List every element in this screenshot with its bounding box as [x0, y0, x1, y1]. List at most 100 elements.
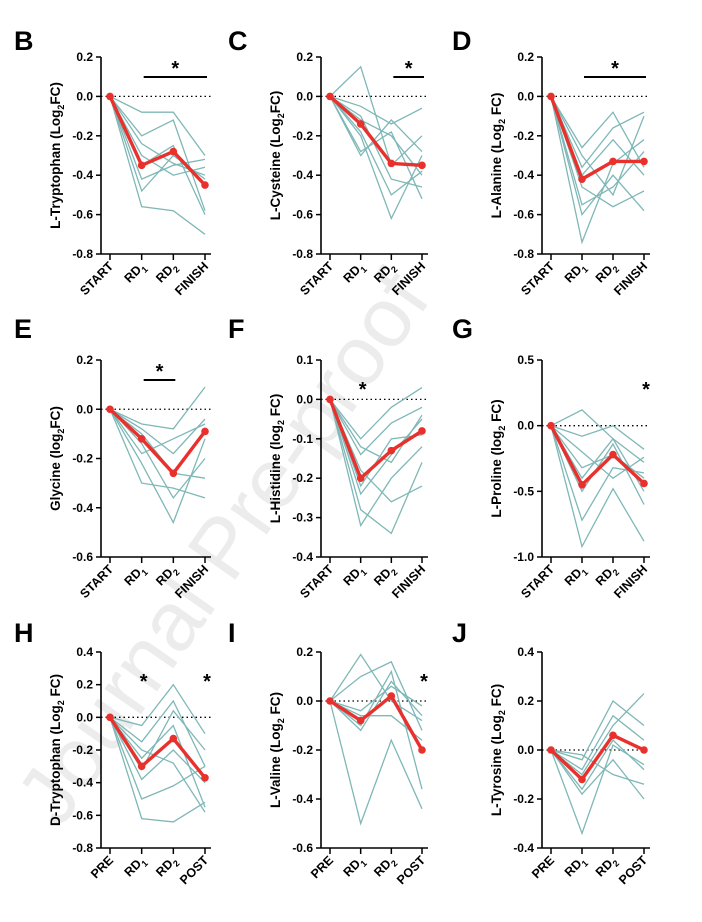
x-tick-label-main: POST — [394, 853, 428, 887]
y-axis-title: L-Valine (Log2 FC) — [268, 692, 286, 808]
mean-point — [137, 161, 146, 170]
y-axis-title-main: Glycine (log — [48, 434, 63, 511]
x-tick-label: RD1 — [341, 853, 369, 881]
individual-line — [550, 700, 645, 761]
y-axis-title-sub: 2 — [497, 426, 507, 431]
y-tick-label: -0.8 — [72, 247, 93, 261]
mean-line — [549, 424, 646, 487]
y-tick-label: -0.6 — [513, 208, 534, 222]
mean-point — [578, 480, 586, 489]
x-tick-label: POST — [177, 853, 211, 887]
individual-line — [329, 96, 423, 221]
x-tick-label: FINISH — [172, 259, 211, 298]
individual-line — [329, 95, 423, 125]
x-tick-label-main: POST — [616, 853, 650, 887]
panel-letter: C — [228, 26, 248, 56]
mean-point — [169, 147, 178, 156]
mean-point — [418, 427, 426, 435]
x-tick-label-sub: 2 — [611, 264, 622, 275]
y-axis-title-post: FC) — [489, 399, 504, 425]
x-tick-label-main: PRE — [88, 853, 116, 881]
panel-letter: J — [452, 618, 467, 648]
significance-star: * — [203, 671, 211, 693]
x-tick-label: START — [297, 259, 336, 298]
y-tick-label: 0.4 — [76, 645, 93, 659]
y-axis-title-post: FC) — [48, 82, 63, 105]
y-tick-label: -0.4 — [72, 776, 93, 790]
y-axis-title-main: L-Tryptophan (Log — [48, 110, 63, 229]
x-tick-label: RD1 — [562, 562, 590, 590]
y-axis-title-post: FC) — [48, 674, 63, 700]
individual-line — [550, 425, 645, 522]
y-tick-label: -0.4 — [292, 168, 313, 182]
mean-point — [578, 775, 586, 784]
mean-point — [418, 161, 426, 170]
panel-letter: B — [14, 26, 34, 56]
x-tick-label-sub: 2 — [171, 567, 182, 578]
mean-line — [549, 733, 645, 782]
individual-line — [109, 386, 206, 430]
individual-line — [109, 408, 206, 500]
mean-point — [201, 181, 209, 189]
y-tick-label: -0.2 — [513, 129, 534, 143]
panel-letter: F — [228, 314, 245, 344]
y-tick-label: -0.4 — [292, 792, 313, 806]
individual-line — [550, 425, 645, 479]
y-tick-label: -0.2 — [72, 452, 93, 466]
individual-line — [329, 399, 423, 456]
mean-point — [106, 92, 114, 101]
y-axis-title-sub: 2 — [56, 105, 66, 110]
y-axis-title: L-Proline (log2 FC) — [489, 399, 507, 517]
x-tick-label: START — [297, 562, 336, 601]
y-tick-label: -0.6 — [72, 208, 93, 222]
mean-line — [328, 95, 423, 167]
panel-d: D0.20.0-0.2-0.4-0.6-0.8L-Alanine (Log2 F… — [452, 26, 650, 298]
mean-point — [106, 713, 114, 722]
y-tick-label: 0.0 — [296, 392, 313, 406]
mean-point — [356, 120, 365, 128]
y-tick-label: 0.0 — [296, 694, 313, 708]
mean-point — [169, 734, 178, 743]
y-tick-label: 0.2 — [517, 694, 534, 708]
x-tick-label: POST — [394, 853, 428, 887]
mean-point — [609, 731, 617, 740]
individual-line — [550, 714, 645, 771]
panel-b: B 0.2 0.0 -0.2 -0.4 -0.6 -0.8 L-Tryptophan (Log… — [14, 26, 211, 298]
x-tick-label: RD1 — [562, 259, 590, 287]
panel-letter: D — [452, 26, 472, 56]
x-tick-label-main: START — [77, 259, 116, 298]
x-tick-label: RD1 — [122, 853, 150, 881]
y-axis-title-post: FC) — [48, 406, 63, 429]
individual-line — [329, 653, 423, 722]
x-tick-label-main: START — [77, 562, 116, 601]
y-tick-label: -0.2 — [72, 129, 93, 143]
panel-letter: H — [14, 618, 34, 648]
watermark-layer: Journal Pre-proof — [0, 254, 447, 840]
mean-point — [609, 157, 617, 166]
x-tick-label-main: START — [297, 259, 336, 298]
individual-line — [329, 96, 423, 157]
significance-star: * — [642, 379, 650, 401]
y-axis-title-main: L-Proline (log — [489, 431, 504, 518]
x-tick-label-sub: 2 — [171, 858, 182, 869]
individual-line — [109, 96, 206, 176]
y-tick-label: 0.4 — [517, 645, 534, 659]
individual-line — [550, 96, 645, 245]
individual-line — [329, 399, 423, 535]
y-tick-label: -0.6 — [72, 550, 93, 564]
y-axis-title-main: L-Cysteine (Log — [268, 118, 283, 220]
individual-line — [109, 717, 206, 823]
individual-line — [550, 96, 645, 217]
y-axis-title-sub: 2 — [276, 718, 286, 723]
individual-line — [109, 96, 206, 235]
x-tick-label-sub: 1 — [139, 567, 150, 578]
x-tick-label-sub: 1 — [358, 858, 369, 869]
x-tick-label-sub: 2 — [171, 264, 182, 275]
mean-point — [169, 469, 178, 478]
y-tick-label: 0.2 — [76, 678, 93, 692]
y-tick-label: -0.8 — [513, 247, 534, 261]
individual-line — [329, 669, 423, 790]
x-tick-label-main: PRE — [308, 853, 336, 881]
y-tick-label: 0.2 — [76, 353, 93, 367]
mean-line — [549, 95, 644, 181]
